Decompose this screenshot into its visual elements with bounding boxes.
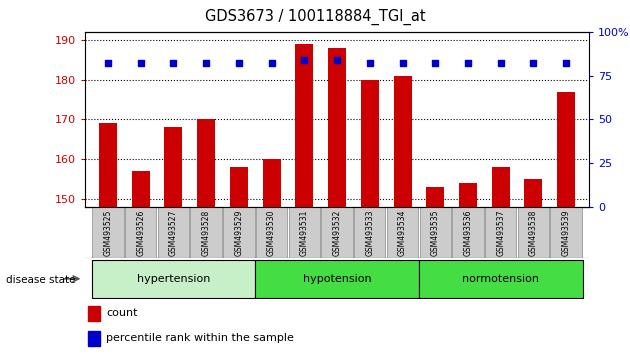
Bar (361, 80, 379, 207)
Bar (491, 167, 510, 207)
Text: count: count (106, 308, 138, 318)
FancyBboxPatch shape (387, 207, 418, 258)
Bar (295, 44, 313, 207)
Text: GSM493539: GSM493539 (561, 210, 571, 256)
Point (561, 61, 571, 66)
Text: GSM493528: GSM493528 (202, 210, 210, 256)
Bar (132, 171, 150, 207)
Bar (88, 306, 100, 321)
Point (332, 57, 342, 63)
Text: GSM493529: GSM493529 (234, 210, 243, 256)
Point (168, 61, 178, 66)
FancyBboxPatch shape (485, 207, 517, 258)
FancyBboxPatch shape (190, 207, 222, 258)
Bar (394, 76, 411, 207)
Bar (230, 167, 248, 207)
Text: percentile rank within the sample: percentile rank within the sample (106, 333, 294, 343)
FancyBboxPatch shape (419, 259, 583, 298)
FancyBboxPatch shape (518, 207, 549, 258)
Text: GSM493537: GSM493537 (496, 210, 505, 256)
FancyBboxPatch shape (256, 207, 287, 258)
FancyBboxPatch shape (452, 207, 484, 258)
FancyBboxPatch shape (289, 207, 320, 258)
Bar (459, 183, 477, 207)
Point (496, 61, 506, 66)
Text: GSM493526: GSM493526 (136, 210, 145, 256)
Text: GSM493534: GSM493534 (398, 210, 407, 256)
Point (430, 61, 440, 66)
Point (266, 61, 277, 66)
Bar (524, 179, 542, 207)
FancyBboxPatch shape (223, 207, 255, 258)
Text: GDS3673 / 100118884_TGI_at: GDS3673 / 100118884_TGI_at (205, 9, 425, 25)
Bar (328, 48, 346, 207)
Text: GSM493538: GSM493538 (529, 210, 538, 256)
Point (398, 61, 408, 66)
Text: hypertension: hypertension (137, 274, 210, 284)
FancyBboxPatch shape (354, 207, 386, 258)
Text: GSM493533: GSM493533 (365, 210, 374, 256)
Point (365, 61, 375, 66)
Bar (197, 120, 215, 207)
FancyBboxPatch shape (420, 207, 451, 258)
FancyBboxPatch shape (551, 207, 582, 258)
Bar (427, 187, 444, 207)
Text: GSM493532: GSM493532 (333, 210, 341, 256)
Text: GSM493525: GSM493525 (103, 210, 113, 256)
Text: normotension: normotension (462, 274, 539, 284)
Point (234, 61, 244, 66)
Text: GSM493527: GSM493527 (169, 210, 178, 256)
Text: GSM493536: GSM493536 (464, 210, 472, 256)
FancyBboxPatch shape (321, 207, 353, 258)
Bar (99, 124, 117, 207)
Point (299, 57, 309, 63)
FancyBboxPatch shape (125, 207, 156, 258)
Point (135, 61, 146, 66)
Point (103, 61, 113, 66)
Text: GSM493531: GSM493531 (300, 210, 309, 256)
Bar (164, 127, 183, 207)
Point (463, 61, 473, 66)
Bar (263, 159, 280, 207)
Point (529, 61, 539, 66)
Text: GSM493530: GSM493530 (267, 210, 276, 256)
Point (201, 61, 211, 66)
FancyBboxPatch shape (158, 207, 189, 258)
Text: hypotension: hypotension (303, 274, 371, 284)
Text: disease state: disease state (6, 275, 76, 285)
FancyBboxPatch shape (92, 207, 123, 258)
Text: GSM493535: GSM493535 (431, 210, 440, 256)
FancyBboxPatch shape (255, 259, 419, 298)
FancyBboxPatch shape (91, 259, 255, 298)
Bar (557, 92, 575, 207)
Bar (88, 331, 100, 346)
